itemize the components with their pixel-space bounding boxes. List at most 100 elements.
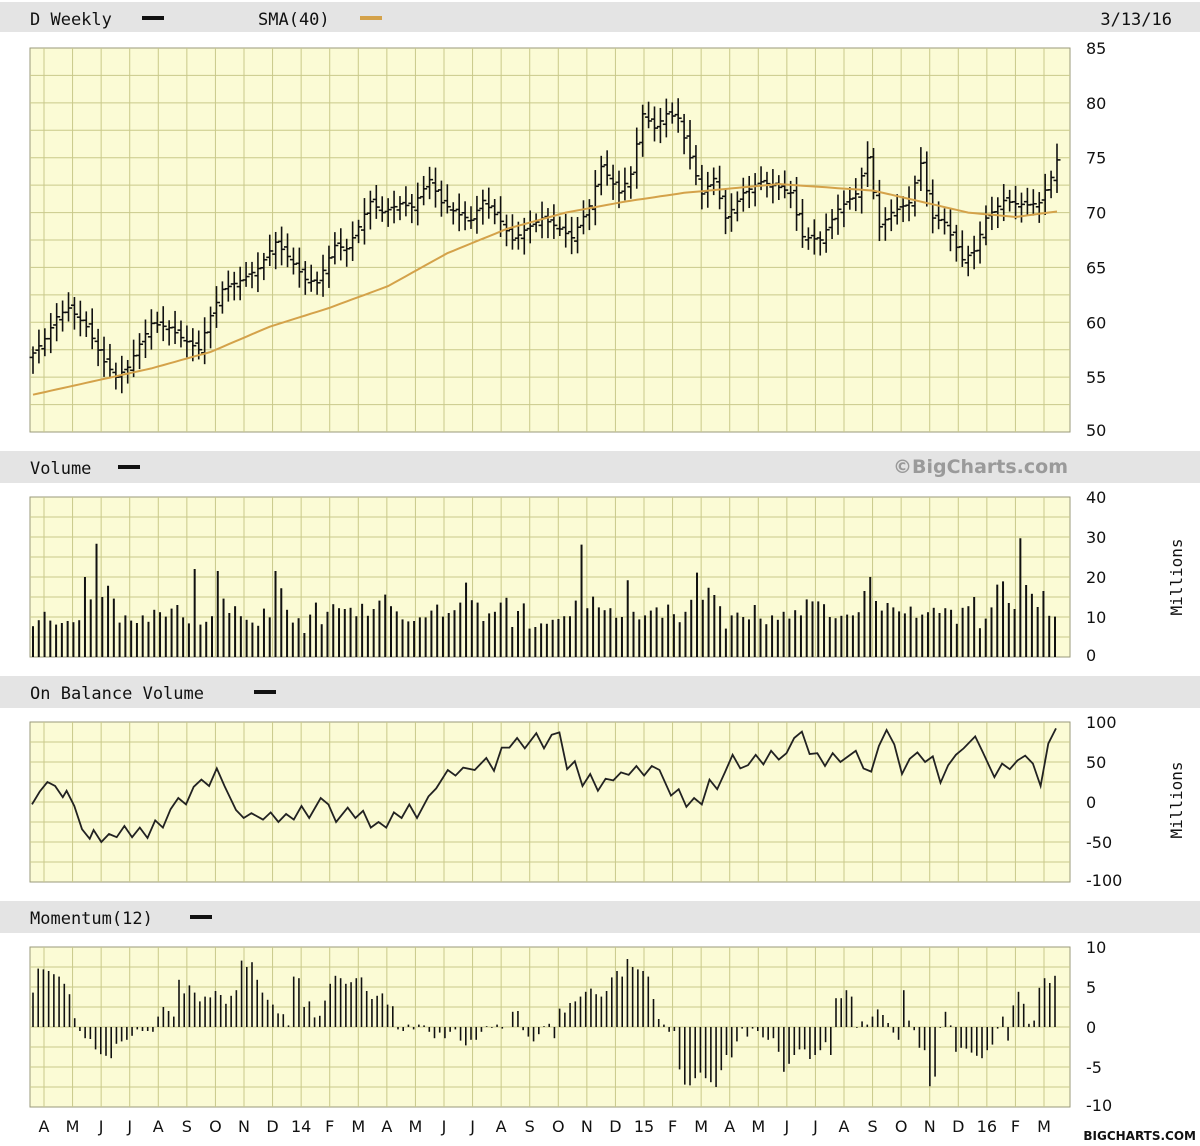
price-bar — [29, 346, 37, 374]
x-axis: A M J J A S O N D 14 F M A M J J A S O N D 15 F M A M J J A S O N D 16 F M — [39, 1117, 1051, 1136]
y-tick-label: 0 — [1086, 646, 1096, 665]
x-tick-label: A — [381, 1117, 392, 1136]
price-bar — [491, 199, 499, 225]
price-bar — [686, 120, 694, 170]
price-bar — [550, 204, 558, 239]
price-bar — [402, 186, 410, 217]
price-bar — [633, 127, 641, 189]
price-bar — [668, 102, 676, 124]
price-bar — [455, 193, 463, 232]
x-tick-label: J — [812, 1117, 818, 1136]
price-bar — [656, 107, 664, 144]
volume-unit-label: Millions — [1167, 538, 1186, 615]
price-bar — [153, 311, 161, 333]
y-tick-label: 60 — [1086, 313, 1106, 332]
price-bar — [248, 261, 256, 289]
price-bar — [337, 228, 345, 261]
price-bar — [887, 199, 895, 232]
price-bar — [355, 219, 363, 244]
x-tick-label: S — [525, 1117, 535, 1136]
price-bar — [224, 270, 232, 302]
price-bar — [295, 247, 303, 288]
y-tick-label: 80 — [1086, 94, 1106, 113]
obv-unit-label: Millions — [1167, 761, 1186, 838]
price-bar — [893, 194, 901, 225]
price-bar — [639, 104, 647, 157]
price-bar — [35, 329, 43, 364]
x-tick-label: M — [409, 1117, 423, 1136]
y-tick-label: 0 — [1086, 1018, 1096, 1037]
x-tick-label: O — [895, 1117, 908, 1136]
x-tick-label: O — [209, 1117, 222, 1136]
x-tick-label: J — [441, 1117, 447, 1136]
price-bar — [822, 213, 830, 253]
price-bar — [692, 145, 700, 186]
sma-legend-label: SMA(40) — [258, 10, 330, 30]
price-bar — [852, 178, 860, 212]
price-bar — [426, 166, 434, 200]
price-bar — [366, 190, 374, 230]
price-bar — [159, 306, 167, 342]
x-tick-label: N — [581, 1117, 593, 1136]
price-bar — [976, 221, 984, 264]
price-bar — [585, 199, 593, 231]
chart-date: 3/13/16 — [1100, 10, 1172, 30]
momentum-bars — [32, 959, 1056, 1087]
y-tick-label: -5 — [1086, 1058, 1102, 1077]
x-tick-label: D — [952, 1117, 964, 1136]
x-tick-label: M — [66, 1117, 80, 1136]
y-tick-label: 55 — [1086, 368, 1106, 387]
price-bar — [544, 208, 552, 239]
price-bar — [171, 310, 179, 345]
x-tick-label: M — [694, 1117, 708, 1136]
price-bar — [53, 303, 61, 342]
y-tick-label: 65 — [1086, 258, 1106, 277]
price-bar — [680, 113, 688, 155]
x-tick-label: J — [98, 1117, 104, 1136]
price-bar — [994, 197, 1002, 229]
y-tick-label: 30 — [1086, 528, 1106, 547]
price-bar — [431, 167, 439, 208]
price-bar — [420, 175, 428, 206]
x-tick-label: A — [839, 1117, 850, 1136]
x-tick-label: F — [325, 1117, 334, 1136]
price-bar — [745, 175, 753, 209]
price-bar — [503, 214, 511, 247]
price-bar — [1035, 192, 1043, 223]
y-tick-label: 10 — [1086, 608, 1106, 627]
price-bar — [716, 165, 724, 210]
x-tick-label: O — [552, 1117, 565, 1136]
y-tick-label: 85 — [1086, 39, 1106, 58]
price-bar — [733, 191, 741, 222]
price-bar — [929, 179, 937, 234]
price-bar — [301, 261, 309, 295]
volume-legend-label: Volume — [30, 459, 91, 479]
price-bar — [65, 292, 73, 322]
price-bar — [621, 167, 629, 201]
price-bar — [923, 151, 931, 207]
x-tick-label: N — [238, 1117, 250, 1136]
x-tick-label: A — [153, 1117, 164, 1136]
x-tick-label: M — [751, 1117, 765, 1136]
price-bar — [840, 190, 848, 228]
price-y-axis: 50 55 60 65 70 75 80 85 — [1086, 39, 1106, 440]
price-bar — [574, 216, 582, 254]
y-tick-label: -100 — [1086, 871, 1122, 890]
price-bar — [207, 306, 215, 349]
volume-y-axis: 0 10 20 30 40 — [1086, 488, 1106, 665]
momentum-y-axis: -10 -5 0 5 10 — [1086, 938, 1112, 1115]
obv-panel-header — [0, 676, 1200, 708]
price-bar — [124, 359, 132, 384]
price-bar — [473, 195, 481, 234]
y-tick-label: 100 — [1086, 713, 1117, 732]
price-bar — [603, 150, 611, 186]
price-bar — [508, 214, 516, 250]
price-bar — [414, 182, 422, 226]
x-tick-label: 14 — [291, 1117, 311, 1136]
price-bar — [1053, 143, 1061, 193]
price-bar — [467, 206, 475, 229]
price-bar — [982, 205, 990, 246]
price-bar — [645, 101, 653, 129]
x-tick-label: S — [182, 1117, 192, 1136]
